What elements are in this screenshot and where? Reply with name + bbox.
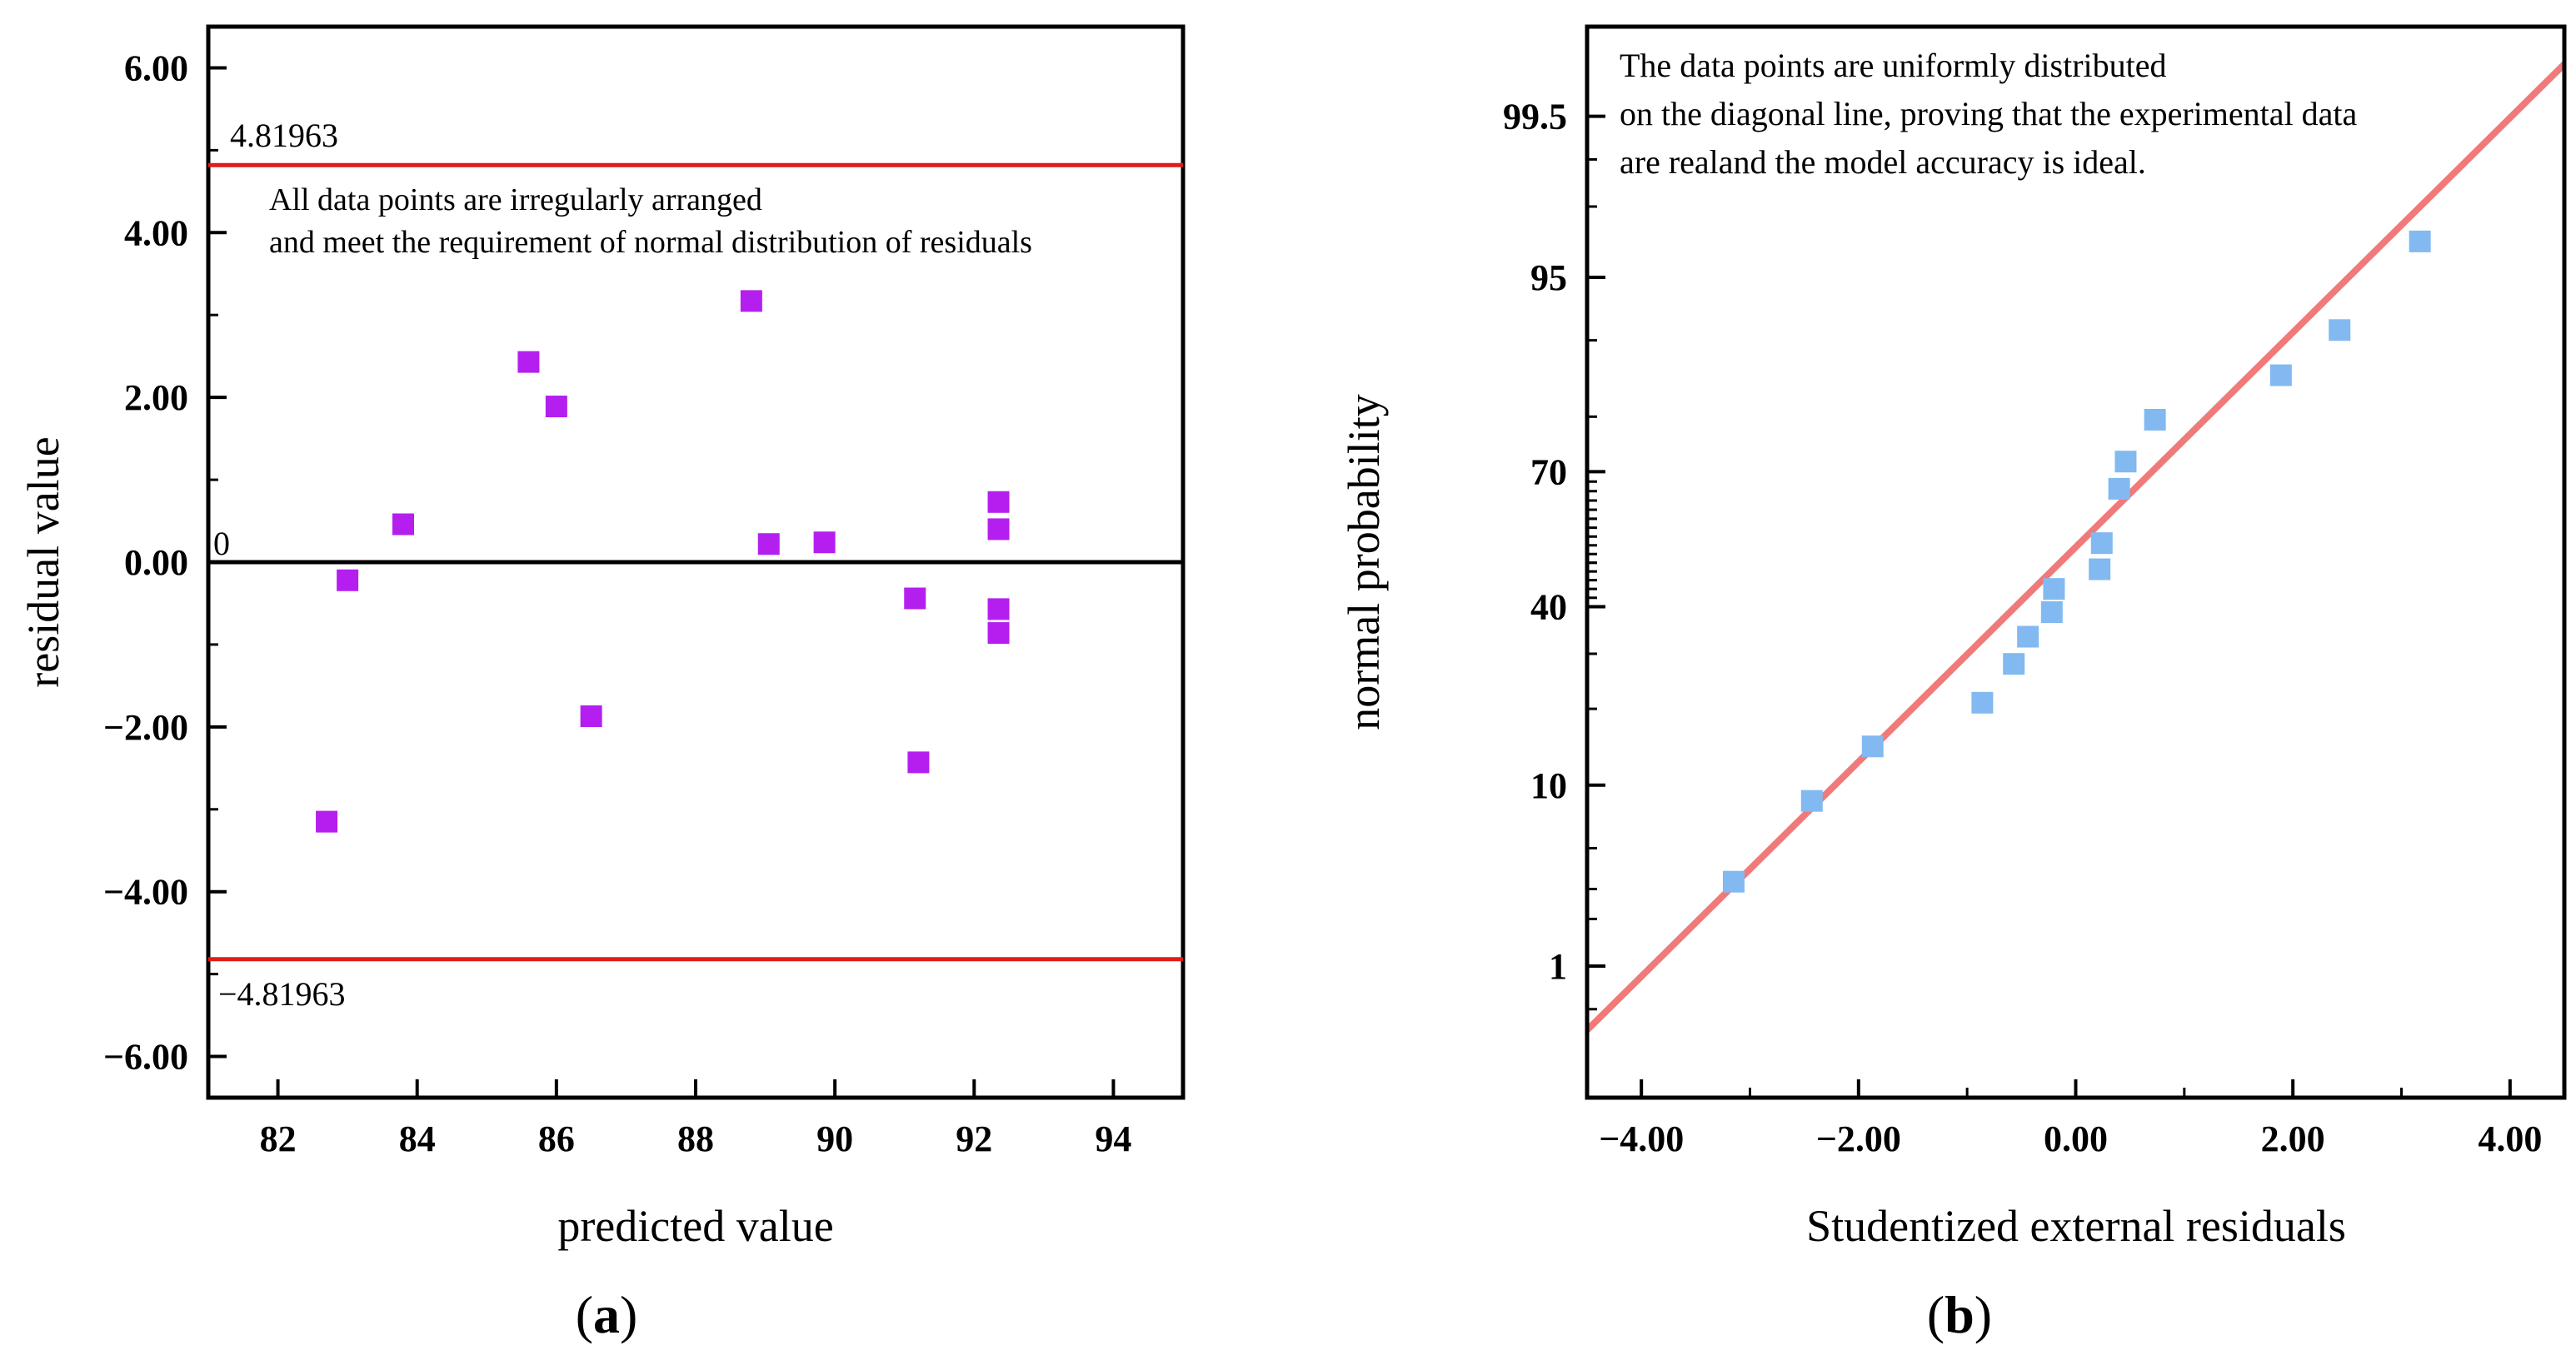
panel-a-y-tick-label: −4.00 <box>103 872 188 913</box>
panel-a-x-axis-title: predicted value <box>557 1201 833 1251</box>
panel-a-upper-limit-label: 4.81963 <box>230 117 338 154</box>
panel-b-x-tick-label: −4.00 <box>1599 1118 1684 1159</box>
panel-a-x-tick-label: 86 <box>538 1118 575 1159</box>
panel-a-y-tick-label: 2.00 <box>124 377 188 418</box>
panel-b-x-tick-label: 4.00 <box>2478 1118 2542 1159</box>
panel-a-y-tick-label: 4.00 <box>124 212 188 253</box>
panel-a-x-tick-label: 94 <box>1095 1118 1131 1159</box>
panel-b-data-point <box>2114 451 2137 473</box>
panel-a-reference-lines <box>208 162 1183 962</box>
panel-b-y-axis-title: normal probability <box>1339 394 1389 730</box>
panel-b-annotation-line-2: on the diagonal line, proving that the e… <box>1620 95 2358 132</box>
panel-b-data-point <box>1800 790 1823 812</box>
panel-a-x-tick-label: 82 <box>260 1118 297 1159</box>
panel-a-data-point <box>392 513 414 536</box>
panel-a-data-point <box>904 587 926 610</box>
panel-b-data-point <box>1722 870 1745 893</box>
panel-b-normal-probability-plot: −4.00 −2.00 0.00 2.00 4.00 99.5 95 70 40 10 1 The … <box>1339 24 2567 1344</box>
panel-a-data-point <box>987 518 1010 541</box>
panel-b-data-point <box>2017 625 2039 648</box>
panel-b-points <box>1722 230 2431 893</box>
panel-a-data-point <box>337 569 359 591</box>
panel-a-data-point <box>987 622 1010 645</box>
panel-b-annotation-line-3: are realand the model accuracy is ideal. <box>1620 143 2146 181</box>
panel-b-data-point <box>1861 735 1884 758</box>
panel-a-annotation-line-2: and meet the requirement of normal distr… <box>269 225 1032 260</box>
panel-b-x-tick-label: −2.00 <box>1816 1118 1901 1159</box>
panel-b-letter: b <box>1944 1285 1974 1344</box>
panel-a-lower-limit-label: −4.81963 <box>218 975 346 1013</box>
panel-b-y-tick-label: 95 <box>1530 257 1567 298</box>
panel-a-data-point <box>813 531 836 554</box>
panel-a-y-tick-label: −2.00 <box>103 707 188 748</box>
panel-a-zero-label: 0 <box>213 525 230 562</box>
panel-b-data-point <box>2003 653 2025 675</box>
panel-a-data-point <box>987 491 1010 513</box>
panel-b-label: (b) <box>1927 1285 1992 1344</box>
panel-b-y-tick-label: 70 <box>1530 451 1567 492</box>
panel-a-label: (a) <box>576 1285 638 1344</box>
panel-b-x-tick-label: 2.00 <box>2261 1118 2325 1159</box>
panel-a-data-point <box>740 290 762 312</box>
panel-a-x-tick-label: 90 <box>816 1118 853 1159</box>
panel-b-x-axis-title: Studentized external residuals <box>1806 1201 2346 1251</box>
panel-a-data-point <box>987 598 1010 620</box>
panel-a-y-tick-label: −6.00 <box>103 1037 188 1078</box>
panel-b-data-point <box>2269 364 2292 386</box>
panel-b-y-tick-label: 1 <box>1549 946 1567 987</box>
panel-a-y-tick-label: 6.00 <box>124 47 188 88</box>
panel-a-data-point <box>580 705 602 727</box>
panel-b-fit-line-group <box>1587 62 2564 1033</box>
panel-a-x-tick-label: 88 <box>677 1118 714 1159</box>
panel-a-annotation-line-1: All data points are irregularly arranged <box>269 182 762 217</box>
panel-b-data-point <box>2329 319 2351 341</box>
panel-b-data-point <box>2108 477 2130 500</box>
panel-b-data-point <box>2089 558 2111 580</box>
panel-b-annotation-line-1: The data points are uniformly distribute… <box>1620 47 2167 84</box>
panel-b-y-tick-label: 99.5 <box>1503 97 1567 137</box>
panel-b-data-point <box>2144 409 2166 431</box>
panel-a-letter: a <box>593 1285 620 1344</box>
panel-a-points <box>316 290 1010 833</box>
panel-a-data-point <box>907 751 930 774</box>
panel-a-y-axis-title: residual value <box>18 436 68 687</box>
panel-b-data-point <box>2409 230 2431 252</box>
panel-a-data-point <box>757 533 780 555</box>
panel-a-data-point <box>517 351 540 373</box>
panel-a-data-point <box>316 810 338 833</box>
panel-b-data-point <box>2090 532 2113 555</box>
panel-b-plot-frame <box>1585 24 2567 1100</box>
panel-b-ticks: −4.00 −2.00 0.00 2.00 4.00 99.5 95 70 40 10 1 <box>1503 97 2542 1159</box>
panel-b-x-tick-label: 0.00 <box>2044 1118 2108 1159</box>
panel-a-x-tick-label: 84 <box>399 1118 436 1159</box>
panel-a-x-tick-label: 92 <box>956 1118 992 1159</box>
panel-b-data-point <box>2043 578 2065 600</box>
panel-b-data-point <box>1971 691 1994 714</box>
panel-b-data-point <box>2040 601 2063 624</box>
panel-a-ticks: 82 84 86 88 90 92 94 6.00 4.00 2.00 0.00 −2.00 −4.00… <box>103 47 1132 1159</box>
panel-b-y-tick-label: 10 <box>1530 765 1567 806</box>
panel-a-y-tick-label: 0.00 <box>124 542 188 583</box>
panel-a-residual-plot: 82 84 86 88 90 92 94 6.00 4.00 2.00 0.00 −2.00 −4.00… <box>18 24 1186 1344</box>
panel-a-data-point <box>545 396 567 418</box>
panel-b-fit-line <box>1587 62 2564 1033</box>
panel-b-y-tick-label: 40 <box>1530 587 1567 628</box>
